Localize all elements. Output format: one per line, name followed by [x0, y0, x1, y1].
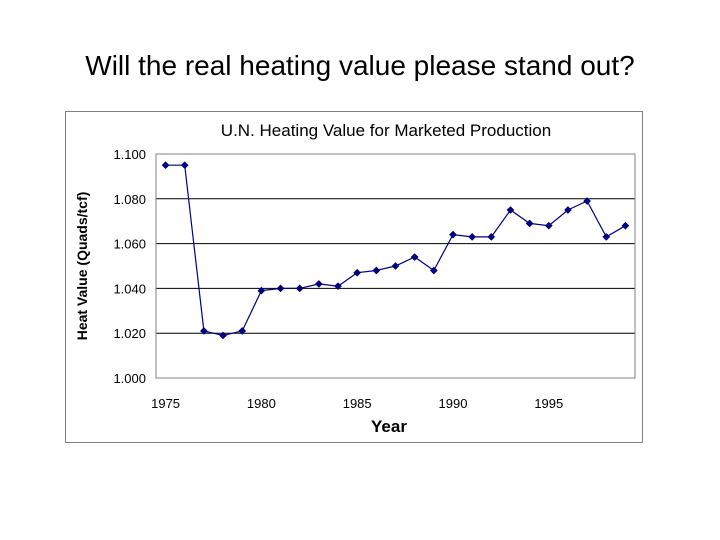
- x-tick-label: 1995: [534, 396, 563, 411]
- data-point: [525, 219, 534, 228]
- x-tick-label: 1975: [151, 396, 180, 411]
- data-point: [238, 327, 247, 335]
- y-tick-label: 1.020: [113, 326, 146, 341]
- x-tick-label: 1980: [247, 396, 276, 411]
- data-point: [602, 232, 611, 241]
- chart-frame: U.N. Heating Value for Marketed Producti…: [65, 111, 643, 443]
- data-point: [391, 262, 400, 270]
- data-point: [506, 206, 515, 214]
- data-point: [276, 284, 285, 293]
- x-tick-label: 1990: [439, 396, 468, 411]
- data-point: [219, 331, 228, 340]
- data-point: [180, 161, 189, 170]
- y-tick-label: 1.100: [113, 147, 146, 162]
- x-axis-label: Year: [371, 417, 407, 436]
- data-point: [161, 161, 170, 170]
- series-line: [165, 164, 626, 337]
- data-point: [429, 266, 438, 275]
- data-point: [199, 327, 208, 335]
- data-point: [372, 266, 381, 275]
- data-point: [621, 221, 630, 230]
- data-point: [449, 230, 457, 239]
- series-layer: [161, 161, 630, 340]
- y-tick-label: 1.000: [113, 371, 146, 386]
- data-point: [583, 197, 592, 205]
- data-point: [257, 286, 266, 295]
- plot-area: [155, 153, 636, 379]
- data-point: [487, 232, 496, 241]
- plot-border: [155, 153, 636, 379]
- tick-labels: 1.000 1.020 1.040 1.060 1.080 1.100 1975 1980 19…: [113, 147, 563, 411]
- y-tick-label: 1.080: [113, 192, 146, 207]
- data-point: [353, 268, 362, 277]
- data-point: [314, 279, 323, 288]
- data-point: [334, 282, 342, 291]
- line-chart: U.N. Heating Value for Marketed Producti…: [74, 121, 636, 436]
- y-tick-label: 1.040: [113, 281, 146, 296]
- data-point: [468, 232, 477, 241]
- y-tick-label: 1.060: [113, 237, 146, 252]
- chart-title: U.N. Heating Value for Marketed Producti…: [221, 121, 551, 140]
- slide-title: Will the real heating value please stand…: [85, 50, 635, 81]
- data-point: [295, 284, 304, 293]
- data-point: [563, 206, 572, 214]
- y-axis-label: Heat Value (Quads/tcf): [74, 192, 90, 341]
- data-point: [410, 253, 419, 261]
- data-point: [544, 221, 553, 230]
- x-tick-label: 1985: [343, 396, 372, 411]
